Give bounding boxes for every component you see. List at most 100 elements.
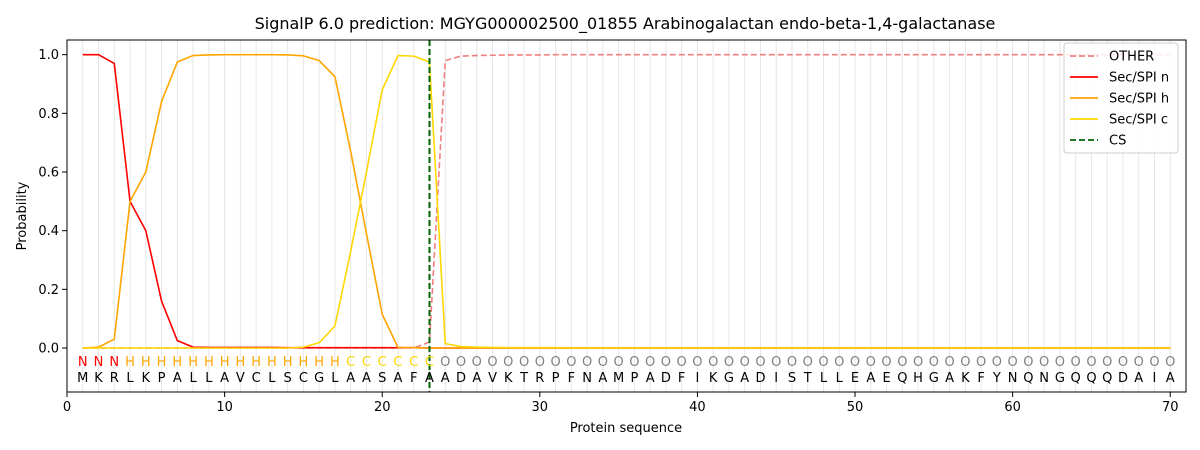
region-label: H bbox=[220, 355, 230, 370]
residue-letter: A bbox=[646, 371, 655, 386]
region-label: O bbox=[598, 355, 608, 370]
residue-letter: V bbox=[236, 371, 245, 386]
residue-letter: I bbox=[1153, 371, 1157, 386]
region-label: O bbox=[960, 355, 970, 370]
y-tick-label: 0.0 bbox=[38, 342, 59, 357]
residue-letter: E bbox=[851, 371, 859, 386]
region-label: O bbox=[535, 355, 545, 370]
residue-letter: P bbox=[552, 371, 560, 386]
residue-letter: Q bbox=[897, 371, 907, 386]
series-line-sec-spi-c bbox=[82, 54, 1171, 349]
residue-letter: S bbox=[378, 371, 386, 386]
x-tick-label: 30 bbox=[532, 400, 549, 415]
region-label: C bbox=[346, 355, 355, 370]
x-axis-label: Protein sequence bbox=[570, 421, 682, 436]
residue-letter: G bbox=[1055, 371, 1065, 386]
region-label: O bbox=[487, 355, 497, 370]
residue-letter: D bbox=[456, 371, 466, 386]
region-label: H bbox=[283, 355, 293, 370]
legend-entry: Sec/SPI c bbox=[1109, 113, 1168, 128]
region-label: O bbox=[708, 355, 718, 370]
region-label: O bbox=[1086, 355, 1096, 370]
legend-box bbox=[1063, 42, 1179, 154]
residue-letter: M bbox=[613, 371, 624, 386]
series-line-other bbox=[82, 53, 1171, 349]
region-label: O bbox=[566, 355, 576, 370]
region-label: O bbox=[866, 355, 876, 370]
region-label: H bbox=[141, 355, 151, 370]
y-tick-label: 0.6 bbox=[38, 166, 59, 181]
residue-letter: C bbox=[252, 371, 261, 386]
region-label: O bbox=[692, 355, 702, 370]
residue-letter: R bbox=[110, 371, 119, 386]
residue-letter: G bbox=[314, 371, 324, 386]
residue-letter: H bbox=[913, 371, 923, 386]
region-label: O bbox=[755, 355, 765, 370]
residue-letter: Q bbox=[1086, 371, 1096, 386]
region-label: O bbox=[897, 355, 907, 370]
region-label: O bbox=[661, 355, 671, 370]
region-label: O bbox=[614, 355, 624, 370]
residue-letter: L bbox=[189, 371, 197, 386]
residue-letter: A bbox=[945, 371, 954, 386]
region-label: O bbox=[1102, 355, 1112, 370]
series-line-sec-spi-h bbox=[82, 53, 1171, 349]
residue-letter: N bbox=[1039, 371, 1049, 386]
residue-letter: Q bbox=[1071, 371, 1081, 386]
residue-letter: L bbox=[820, 371, 828, 386]
region-label: O bbox=[740, 355, 750, 370]
region-label: H bbox=[172, 355, 182, 370]
residue-letter: S bbox=[284, 371, 292, 386]
x-tick-label: 70 bbox=[1162, 400, 1179, 415]
region-label: O bbox=[976, 355, 986, 370]
residue-letter: Q bbox=[1023, 371, 1033, 386]
residue-letter: A bbox=[598, 371, 607, 386]
residue-letter: S bbox=[788, 371, 796, 386]
residue-letter: L bbox=[268, 371, 276, 386]
residue-letter: L bbox=[836, 371, 844, 386]
region-label: N bbox=[94, 355, 104, 370]
region-label: C bbox=[362, 355, 371, 370]
region-label: H bbox=[299, 355, 309, 370]
residue-letter: I bbox=[774, 371, 778, 386]
residue-letter: E bbox=[882, 371, 890, 386]
residue-letter: L bbox=[205, 371, 213, 386]
region-label: H bbox=[330, 355, 340, 370]
residue-letter: R bbox=[535, 371, 544, 386]
residue-letter: A bbox=[472, 371, 481, 386]
region-label: O bbox=[787, 355, 797, 370]
residue-letter: A bbox=[441, 371, 450, 386]
residue-letter: D bbox=[661, 371, 671, 386]
residue-letter: I bbox=[696, 371, 700, 386]
region-label: O bbox=[818, 355, 828, 370]
legend-entry: Sec/SPI h bbox=[1109, 92, 1169, 107]
region-label: H bbox=[314, 355, 324, 370]
residue-letter: A bbox=[346, 371, 355, 386]
region-label: O bbox=[645, 355, 655, 370]
residue-letter: T bbox=[519, 371, 528, 386]
residue-letter: C bbox=[299, 371, 308, 386]
region-label: O bbox=[850, 355, 860, 370]
region-label: O bbox=[1118, 355, 1128, 370]
region-label: O bbox=[1165, 355, 1175, 370]
residue-letter: A bbox=[1134, 371, 1143, 386]
residue-letter: K bbox=[142, 371, 151, 386]
residue-letter: K bbox=[94, 371, 103, 386]
region-label: O bbox=[440, 355, 450, 370]
x-tick-label: 10 bbox=[216, 400, 233, 415]
region-label: N bbox=[78, 355, 88, 370]
legend-entry: OTHER bbox=[1109, 50, 1154, 65]
region-label: O bbox=[881, 355, 891, 370]
residue-letter: A bbox=[1166, 371, 1175, 386]
region-label: H bbox=[125, 355, 135, 370]
residue-letter: Y bbox=[992, 371, 1001, 386]
residue-letter: F bbox=[410, 371, 417, 386]
residue-letter: L bbox=[126, 371, 134, 386]
y-tick-label: 0.8 bbox=[38, 107, 59, 122]
x-tick-label: 0 bbox=[63, 400, 71, 415]
region-label: O bbox=[929, 355, 939, 370]
residue-letter: L bbox=[331, 371, 339, 386]
region-label: O bbox=[1023, 355, 1033, 370]
region-label: O bbox=[629, 355, 639, 370]
